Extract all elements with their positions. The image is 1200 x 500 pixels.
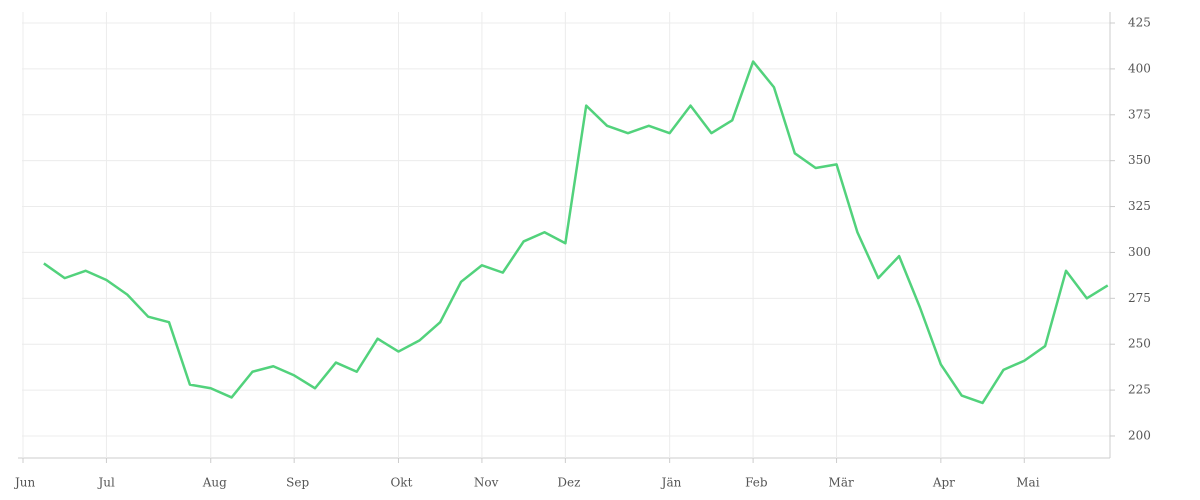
y-tick-label: 400 [1128, 61, 1151, 75]
x-tick-label: Mai [1016, 476, 1039, 490]
x-tick-label: Sep [286, 476, 309, 490]
x-tick-label: Feb [745, 476, 768, 490]
x-tick-label: Nov [474, 476, 499, 490]
y-tick-label: 300 [1128, 245, 1151, 259]
x-tick-label: Apr [932, 476, 955, 490]
y-tick-label: 375 [1128, 107, 1151, 121]
x-tick-label: Jän [660, 476, 682, 490]
y-tick-label: 425 [1128, 16, 1151, 30]
y-tick-label: 325 [1128, 199, 1151, 213]
data-line [43, 60, 1109, 405]
y-tick-label: 200 [1128, 428, 1151, 442]
y-tick-label: 225 [1128, 383, 1151, 397]
x-tick-label: Jun [13, 476, 36, 490]
x-tick-label: Jul [96, 476, 115, 490]
x-tick-label: Aug [202, 476, 227, 490]
y-tick-label: 250 [1128, 337, 1151, 351]
x-tick-label: Okt [390, 476, 412, 490]
y-tick-label: 275 [1128, 291, 1151, 305]
y-tick-label: 350 [1128, 153, 1151, 167]
x-tick-label: Mär [829, 476, 854, 490]
x-tick-label: Dez [557, 476, 580, 490]
